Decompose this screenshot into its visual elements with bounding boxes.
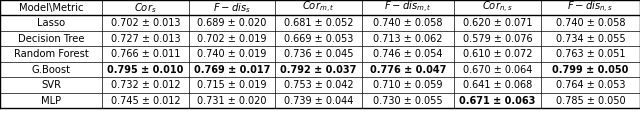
Text: $\mathit{Cor_{n,s}}$: $\mathit{Cor_{n,s}}$: [482, 0, 513, 15]
Text: 0.745 ± 0.012: 0.745 ± 0.012: [111, 96, 180, 106]
Text: 0.732 ± 0.012: 0.732 ± 0.012: [111, 80, 180, 90]
Text: 0.740 ± 0.019: 0.740 ± 0.019: [197, 49, 267, 59]
Text: G.Boost: G.Boost: [32, 65, 70, 75]
Text: 0.713 ± 0.062: 0.713 ± 0.062: [373, 34, 443, 44]
Text: 0.669 ± 0.053: 0.669 ± 0.053: [284, 34, 353, 44]
Text: $\mathit{Cor_s}$: $\mathit{Cor_s}$: [134, 1, 157, 15]
Text: 0.740 ± 0.058: 0.740 ± 0.058: [556, 18, 625, 28]
Text: 0.764 ± 0.053: 0.764 ± 0.053: [556, 80, 625, 90]
Text: Random Forest: Random Forest: [14, 49, 88, 59]
Text: 0.763 ± 0.051: 0.763 ± 0.051: [556, 49, 625, 59]
Text: 0.734 ± 0.055: 0.734 ± 0.055: [556, 34, 625, 44]
Text: 0.792 ± 0.037: 0.792 ± 0.037: [280, 65, 356, 75]
Text: 0.766 ± 0.011: 0.766 ± 0.011: [111, 49, 180, 59]
Text: 0.620 ± 0.071: 0.620 ± 0.071: [463, 18, 532, 28]
Text: 0.671 ± 0.063: 0.671 ± 0.063: [460, 96, 536, 106]
Text: 0.753 ± 0.042: 0.753 ± 0.042: [284, 80, 353, 90]
Text: 0.736 ± 0.045: 0.736 ± 0.045: [284, 49, 353, 59]
Text: MLP: MLP: [41, 96, 61, 106]
Text: $\mathit{F-dis_{n,s}}$: $\mathit{F-dis_{n,s}}$: [568, 0, 613, 15]
Text: Lasso: Lasso: [37, 18, 65, 28]
Text: 0.641 ± 0.068: 0.641 ± 0.068: [463, 80, 532, 90]
Text: Model\Metric: Model\Metric: [19, 3, 83, 13]
Text: 0.776 ± 0.047: 0.776 ± 0.047: [370, 65, 446, 75]
Text: 0.670 ± 0.064: 0.670 ± 0.064: [463, 65, 532, 75]
Text: 0.746 ± 0.054: 0.746 ± 0.054: [373, 49, 443, 59]
Text: $\mathit{F-dis_{m,t}}$: $\mathit{F-dis_{m,t}}$: [384, 0, 432, 15]
Text: 0.702 ± 0.013: 0.702 ± 0.013: [111, 18, 180, 28]
Text: 0.785 ± 0.050: 0.785 ± 0.050: [556, 96, 625, 106]
Text: 0.769 ± 0.017: 0.769 ± 0.017: [194, 65, 270, 75]
Text: 0.579 ± 0.076: 0.579 ± 0.076: [463, 34, 532, 44]
Text: 0.795 ± 0.010: 0.795 ± 0.010: [108, 65, 184, 75]
Text: 0.715 ± 0.019: 0.715 ± 0.019: [197, 80, 267, 90]
Text: 0.730 ± 0.055: 0.730 ± 0.055: [373, 96, 443, 106]
Text: $\mathit{Cor_{m,t}}$: $\mathit{Cor_{m,t}}$: [302, 0, 335, 15]
Text: $\mathit{F-dis_s}$: $\mathit{F-dis_s}$: [213, 1, 251, 15]
Text: 0.710 ± 0.059: 0.710 ± 0.059: [373, 80, 443, 90]
Text: 0.727 ± 0.013: 0.727 ± 0.013: [111, 34, 180, 44]
Text: Decision Tree: Decision Tree: [18, 34, 84, 44]
Text: 0.731 ± 0.020: 0.731 ± 0.020: [197, 96, 267, 106]
Text: 0.740 ± 0.058: 0.740 ± 0.058: [373, 18, 443, 28]
Text: 0.702 ± 0.019: 0.702 ± 0.019: [197, 34, 267, 44]
Text: 0.610 ± 0.072: 0.610 ± 0.072: [463, 49, 532, 59]
Text: 0.689 ± 0.020: 0.689 ± 0.020: [197, 18, 267, 28]
Text: 0.799 ± 0.050: 0.799 ± 0.050: [552, 65, 628, 75]
Text: 0.739 ± 0.044: 0.739 ± 0.044: [284, 96, 353, 106]
Text: SVR: SVR: [41, 80, 61, 90]
Text: 0.681 ± 0.052: 0.681 ± 0.052: [284, 18, 353, 28]
